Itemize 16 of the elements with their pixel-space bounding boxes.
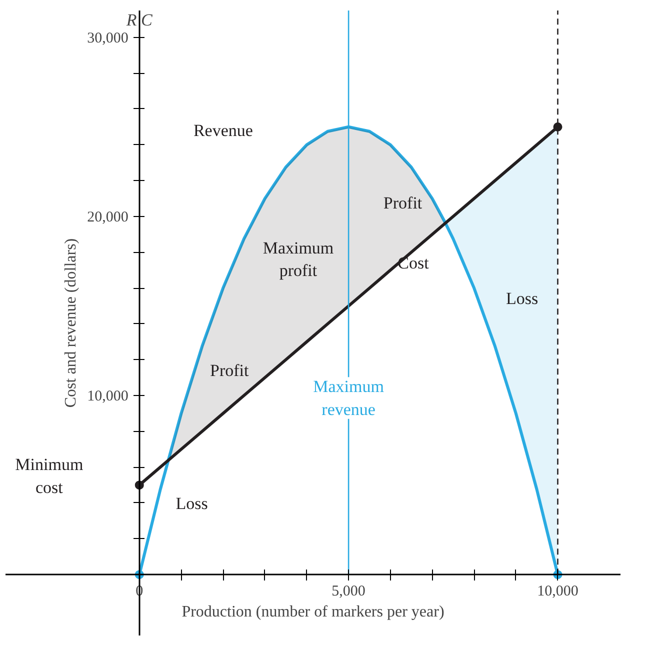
y-axis-title: Cost and revenue (dollars) — [62, 238, 80, 408]
annotation: Revenue — [193, 121, 253, 140]
annotation: Profit — [210, 361, 249, 380]
x-tick-label: 5,000 — [332, 584, 366, 600]
y-tick-label: 30,000 — [87, 30, 128, 46]
annotation: Minimum cost — [15, 455, 84, 498]
x-tick-label: 10,000 — [537, 584, 578, 600]
ref-line-label: Maximum revenue — [313, 377, 384, 419]
annotation: Loss — [506, 289, 538, 308]
annotation: Loss — [176, 494, 208, 514]
annotation: Profit — [383, 194, 422, 212]
annotation: Maximum profit — [262, 238, 334, 280]
y-tick-label: 20,000 — [87, 209, 128, 226]
annotation: R C — [125, 10, 154, 30]
y-tick-label: 10,000 — [87, 388, 128, 405]
x-axis-title: Production (number of markers per year) — [182, 604, 444, 620]
